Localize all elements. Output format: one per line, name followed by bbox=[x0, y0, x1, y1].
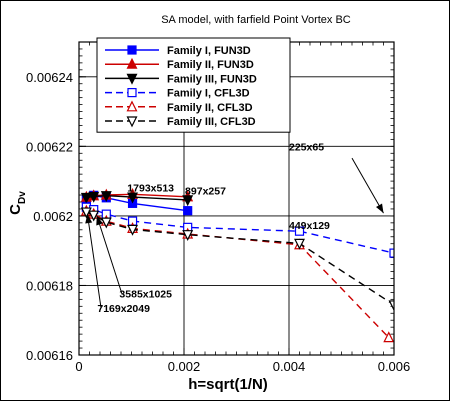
annotation-label: 3585x1025 bbox=[119, 289, 172, 301]
legend-label-6: Family III, CFL3D bbox=[167, 116, 256, 128]
x-tick-label: 0.004 bbox=[273, 359, 306, 374]
y-tick-label: 0.00616 bbox=[26, 348, 73, 363]
series-6-point bbox=[88, 210, 100, 222]
annotation-arrow-line bbox=[86, 214, 102, 309]
annotation-layer: 1793x513 897x257 449x129 225x65 3585x1025 716… bbox=[85, 142, 384, 315]
chart-title: SA model, with farfield Point Vortex BC bbox=[161, 14, 351, 26]
x-tick-label: 0.006 bbox=[378, 359, 411, 374]
series-3-point bbox=[127, 192, 139, 204]
legend-marker-4 bbox=[127, 87, 137, 98]
legend: Family I, FUN3D Family II, FUN3D Family II… bbox=[96, 37, 291, 133]
x-tick-label: 0.002 bbox=[168, 359, 201, 374]
annotation-arrow-head bbox=[375, 203, 384, 214]
series-6-point bbox=[127, 224, 139, 236]
series-3-point bbox=[80, 192, 92, 204]
series-5-point bbox=[383, 331, 394, 343]
series-6-point bbox=[388, 300, 394, 312]
series-4-point bbox=[389, 248, 394, 258]
y-tick-label: 0.0062 bbox=[33, 209, 73, 224]
legend-label-1: Family I, FUN3D bbox=[167, 45, 251, 57]
annotation-arrow-head bbox=[96, 215, 103, 226]
series-3-point bbox=[88, 191, 100, 203]
y-tick-label: 0.00624 bbox=[26, 70, 73, 85]
series-6-point bbox=[100, 217, 112, 229]
series-1-point bbox=[183, 206, 193, 216]
x-axis-label: h=sqrt(1/N) bbox=[188, 376, 268, 393]
series-6-point bbox=[80, 207, 92, 219]
x-tick-labels: 0 0.002 0.004 0.006 bbox=[75, 359, 410, 374]
annotation-label: 225x65 bbox=[289, 142, 324, 154]
svg-text:CDv: CDv bbox=[7, 191, 28, 215]
legend-marker-3 bbox=[126, 73, 138, 85]
legend-marker-1 bbox=[127, 45, 137, 55]
annotation-arrow-line bbox=[351, 157, 384, 214]
series-3-point bbox=[182, 195, 194, 207]
annotation-label: 449x129 bbox=[289, 220, 330, 232]
series-6-point bbox=[294, 238, 305, 250]
annotation-label: 7169x2049 bbox=[97, 303, 150, 315]
y-axis-label: CDv bbox=[7, 191, 28, 215]
legend-marker-6 bbox=[126, 116, 138, 128]
annotation-label: 897x257 bbox=[185, 185, 226, 197]
legend-marker-2 bbox=[126, 57, 138, 69]
x-tick-label: 0 bbox=[75, 359, 82, 374]
series-6-point bbox=[182, 230, 194, 242]
annotation-arrow-line bbox=[96, 215, 123, 295]
series-layer bbox=[80, 187, 394, 343]
y-tick-label: 0.00622 bbox=[26, 139, 73, 154]
annotation-arrow-head bbox=[85, 214, 93, 224]
series-3-point bbox=[100, 191, 112, 203]
annotation-label: 1793x513 bbox=[127, 183, 174, 195]
legend-label-3: Family III, FUN3D bbox=[167, 73, 257, 85]
legend-label-4: Family I, CFL3D bbox=[167, 88, 250, 100]
y-tick-labels: 0.00616 0.00618 0.0062 0.00622 0.00624 bbox=[26, 70, 73, 363]
y-tick-label: 0.00618 bbox=[26, 278, 73, 293]
legend-label-2: Family II, FUN3D bbox=[167, 59, 254, 71]
series-4-point bbox=[294, 226, 305, 236]
legend-marker-5 bbox=[126, 100, 138, 112]
legend-label-5: Family II, CFL3D bbox=[167, 102, 253, 114]
